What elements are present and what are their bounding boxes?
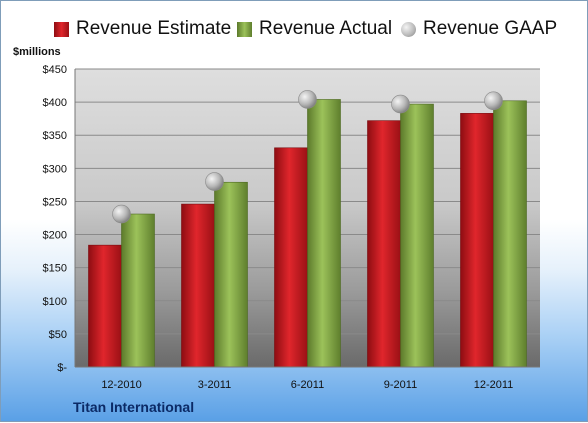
marker-revenue-gaap	[484, 91, 503, 111]
x-tick-label: 12-2011	[474, 379, 514, 391]
legend: Revenue Estimate Revenue Actual Revenue …	[1, 15, 588, 43]
x-tick-label: 3-2011	[198, 379, 231, 391]
y-tick-label: $250	[43, 196, 67, 208]
bar-revenue-actual	[400, 103, 434, 368]
bar-revenue-estimate	[181, 203, 215, 368]
marker-revenue-gaap	[112, 204, 131, 224]
legend-item-gaap: Revenue GAAP	[401, 15, 557, 43]
bar-revenue-actual	[214, 181, 248, 368]
y-tick-label: $150	[43, 263, 67, 275]
marker-revenue-gaap	[205, 172, 224, 191]
company-name: Titan International	[73, 399, 195, 415]
marker-revenue-gaap	[298, 90, 317, 109]
legend-item-actual: Revenue Actual	[237, 15, 392, 43]
y-tick-label: $350	[43, 130, 67, 142]
legend-label-gaap: Revenue GAAP	[423, 18, 558, 39]
y-tick-label: $400	[43, 97, 67, 109]
y-tick-label: $-	[57, 362, 67, 374]
x-tick-label: 12-2010	[101, 379, 141, 391]
y-tick-label: $300	[43, 163, 67, 175]
bar-revenue-estimate	[274, 147, 308, 368]
legend-swatch-estimate	[54, 21, 69, 37]
y-axis-unit-label: $millions	[13, 46, 61, 58]
x-tick-label: 6-2011	[291, 379, 324, 391]
y-tick-label: $50	[49, 329, 67, 341]
x-tick-label: 9-2011	[384, 379, 417, 391]
bar-revenue-estimate	[460, 113, 494, 368]
bar-revenue-actual	[121, 213, 155, 368]
legend-swatch-gaap	[401, 21, 416, 37]
bar-revenue-estimate	[367, 120, 401, 368]
y-tick-label: $200	[43, 230, 67, 242]
legend-label-actual: Revenue Actual	[259, 18, 393, 39]
legend-item-estimate: Revenue Estimate	[54, 15, 231, 43]
y-tick-label: $450	[43, 64, 67, 76]
y-tick-label: $100	[43, 296, 67, 308]
legend-swatch-actual	[237, 21, 252, 37]
bar-revenue-estimate	[88, 244, 122, 368]
bar-revenue-actual	[307, 99, 341, 368]
bar-revenue-actual	[493, 100, 527, 368]
marker-revenue-gaap	[391, 94, 410, 114]
legend-label-estimate: Revenue Estimate	[76, 18, 232, 39]
